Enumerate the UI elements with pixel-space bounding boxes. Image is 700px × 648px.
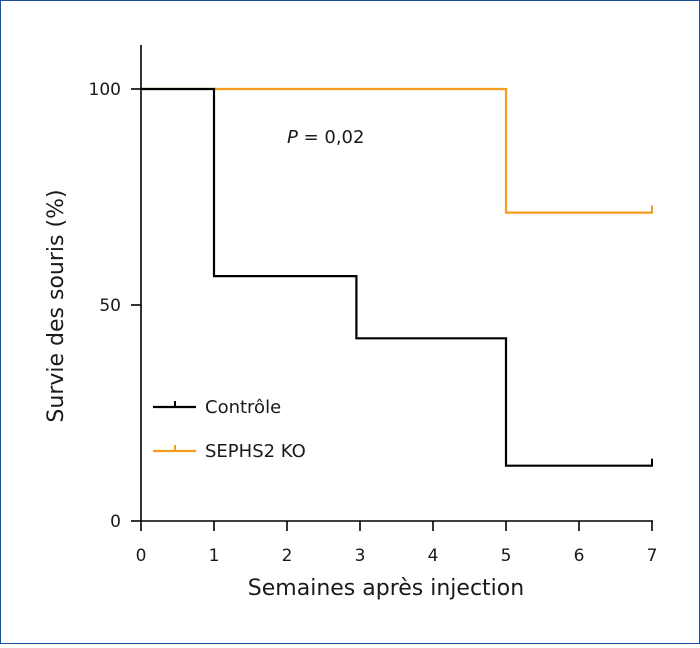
series-line-controle: [141, 87, 652, 467]
x-tick-label-5: 5: [501, 546, 512, 566]
legend-label-controle: Contrôle: [205, 397, 281, 418]
legend: Contrôle SEPHS2 KO: [153, 397, 306, 462]
p-symbol: P: [287, 127, 298, 148]
x-tick-label-7: 7: [647, 546, 658, 566]
y-tick-label-0: 0: [110, 512, 121, 532]
axes-layer: [140, 45, 653, 522]
y-tick-label-50: 50: [99, 296, 121, 316]
x-tick-label-1: 1: [209, 546, 220, 566]
p-value-annotation: P = 0,02: [287, 127, 364, 148]
x-axis-title: Semaines après injection: [248, 576, 524, 601]
legend-item-sephs2-ko: SEPHS2 KO: [153, 441, 306, 462]
series-line-sephs2-ko: [141, 87, 652, 214]
legend-item-controle: Contrôle: [153, 397, 281, 418]
x-tick-label-2: 2: [282, 546, 293, 566]
y-axis-title: Survie des souris (%): [44, 189, 69, 422]
ticks-layer: 0 1 2 3 4 5 6 7 0 50 100: [89, 80, 658, 566]
x-tick-label-3: 3: [355, 546, 366, 566]
series-layer: [141, 87, 653, 467]
y-tick-label-100: 100: [89, 80, 121, 100]
legend-label-sephs2-ko: SEPHS2 KO: [205, 441, 306, 462]
x-tick-label-0: 0: [136, 546, 147, 566]
x-tick-label-6: 6: [574, 546, 585, 566]
x-tick-label-4: 4: [428, 546, 439, 566]
p-value: = 0,02: [298, 127, 365, 148]
